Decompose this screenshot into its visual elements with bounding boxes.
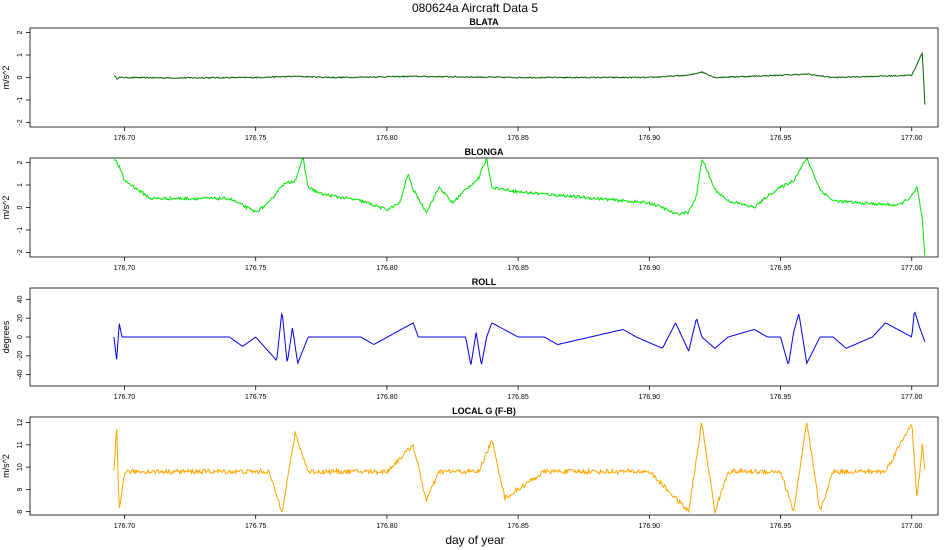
- x-tick-label: 176.75: [245, 523, 267, 530]
- x-tick-label: 176.80: [376, 265, 398, 272]
- y-tick-label: -1: [17, 227, 24, 233]
- y-axis-label: m/s^2: [1, 66, 11, 90]
- panel-2: BLONGA m/s^2 176.70 176.75 176.80 176.85 176.9…: [1, 147, 939, 272]
- y-axis-label: degrees: [1, 320, 11, 353]
- chart-title: 080624a Aircraft Data 5: [412, 1, 538, 15]
- x-tick-label: 176.90: [639, 523, 661, 530]
- series-line-2-1: [113, 158, 926, 256]
- x-tick-label: 176.95: [770, 394, 792, 401]
- panel-3: ROLL degrees 176.70 176.75 176.80 176.85 176.9…: [1, 277, 939, 401]
- x-tick-label: 176.80: [376, 523, 398, 530]
- y-tick-label: 1: [17, 53, 24, 57]
- x-tick-label: 176.90: [639, 135, 661, 142]
- panel-title: BLATA: [469, 17, 499, 27]
- y-tick-label: -40: [17, 370, 24, 380]
- x-tick-label: 176.85: [507, 394, 529, 401]
- y-tick-label: 0: [17, 335, 24, 339]
- y-tick-label: 0: [17, 75, 24, 79]
- y-tick-label: 8: [17, 510, 24, 514]
- series-line-4-1: [113, 422, 926, 514]
- x-tick-label: 176.70: [114, 523, 136, 530]
- y-tick-label: 11: [17, 441, 24, 448]
- y-tick-label: -2: [17, 119, 24, 125]
- x-tick-label: 176.75: [245, 135, 267, 142]
- panel-title: ROLL: [472, 277, 497, 287]
- x-tick-label: 176.70: [114, 265, 136, 272]
- x-tick-label: 177.00: [901, 394, 923, 401]
- x-tick-label: 176.95: [770, 523, 792, 530]
- x-tick-label: 176.70: [114, 394, 136, 401]
- x-tick-label: 176.80: [376, 135, 398, 142]
- panel-title: LOCAL G (F-B): [452, 406, 516, 416]
- y-tick-label: 20: [17, 314, 24, 322]
- x-tick-label: 176.90: [639, 265, 661, 272]
- panel-1: BLATA m/s^2 176.70 176.75 176.80 176.85 176.90…: [1, 17, 939, 142]
- panel-title: BLONGA: [465, 147, 504, 157]
- plot-frame: [29, 157, 939, 258]
- x-tick-label: 176.85: [507, 135, 529, 142]
- x-tick-label: 176.85: [507, 265, 529, 272]
- y-tick-label: -1: [17, 97, 24, 103]
- y-tick-label: -2: [17, 249, 24, 255]
- x-tick-label: 177.00: [901, 135, 923, 142]
- x-tick-label: 176.85: [507, 523, 529, 530]
- series-line-1-1: [113, 51, 926, 105]
- series-line-3-1: [113, 311, 926, 365]
- x-tick-label: 176.75: [245, 394, 267, 401]
- plot-frame: [29, 416, 939, 516]
- y-axis-label: m/s^2: [1, 454, 11, 478]
- x-tick-label: 176.95: [770, 265, 792, 272]
- y-tick-label: 12: [17, 419, 24, 427]
- x-tick-label: 177.00: [901, 265, 923, 272]
- y-tick-label: -20: [17, 351, 24, 361]
- x-tick-label: 176.75: [245, 265, 267, 272]
- y-tick-label: 2: [17, 30, 24, 34]
- y-tick-label: 40: [17, 295, 24, 303]
- y-tick-label: 9: [17, 487, 24, 491]
- x-tick-label: 176.70: [114, 135, 136, 142]
- x-tick-label: 176.90: [639, 394, 661, 401]
- panels: BLATA m/s^2 176.70 176.75 176.80 176.85 176.90…: [1, 17, 939, 530]
- x-axis-label: day of year: [445, 533, 504, 547]
- panel-4: LOCAL G (F-B) m/s^2 176.70 176.75 176.80 176.…: [1, 406, 939, 530]
- y-tick-label: 2: [17, 160, 24, 164]
- y-axis-label: m/s^2: [1, 196, 11, 220]
- x-tick-label: 176.95: [770, 135, 792, 142]
- x-tick-label: 177.00: [901, 523, 923, 530]
- y-tick-label: 10: [17, 463, 24, 471]
- y-tick-label: 0: [17, 205, 24, 209]
- y-tick-label: 1: [17, 183, 24, 187]
- x-tick-label: 176.80: [376, 394, 398, 401]
